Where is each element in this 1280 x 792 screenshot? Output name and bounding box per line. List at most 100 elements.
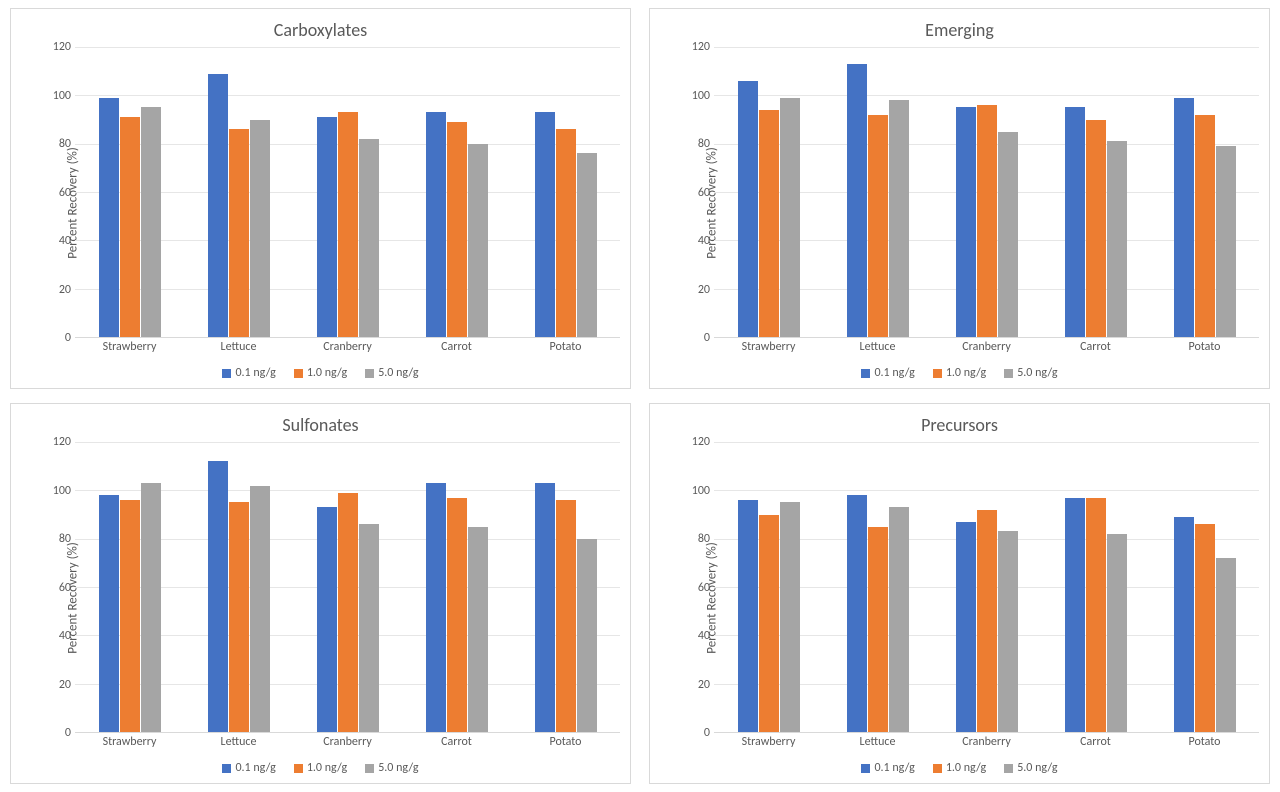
y-axis: Percent Recovery (%)120100806040200 [660, 442, 714, 753]
chart-area: Percent Recovery (%)120100806040200Straw… [660, 47, 1259, 358]
bar [317, 507, 337, 732]
x-tick-label: Carrot [1041, 733, 1150, 753]
y-ticks: 120100806040200 [41, 47, 71, 338]
bar-group [1041, 47, 1150, 337]
bar [1065, 498, 1085, 732]
legend-item: 5.0 ng/g [1004, 761, 1057, 775]
legend-label: 0.1 ng/g [874, 761, 914, 775]
chart-area: Percent Recovery (%)120100806040200Straw… [21, 47, 620, 358]
x-tick-label: Lettuce [823, 338, 932, 358]
bar [317, 117, 337, 337]
legend: 0.1 ng/g 1.0 ng/g 5.0 ng/g [660, 358, 1259, 380]
panel-title: Emerging [660, 15, 1259, 47]
bar [738, 500, 758, 732]
panel-emerging: EmergingPercent Recovery (%)120100806040… [649, 8, 1270, 389]
panel-title: Sulfonates [21, 410, 620, 442]
bar [556, 129, 576, 337]
bar [141, 107, 161, 337]
x-tick-label: Potato [511, 733, 620, 753]
y-axis: Percent Recovery (%)120100806040200 [21, 442, 75, 753]
y-ticks: 120100806040200 [680, 47, 710, 338]
legend-item: 1.0 ng/g [933, 761, 986, 775]
bar [468, 527, 488, 732]
bar [556, 500, 576, 732]
y-tick: 100 [692, 90, 710, 102]
bar-group [714, 47, 823, 337]
bar [577, 153, 597, 337]
legend-item: 0.1 ng/g [861, 366, 914, 380]
bar [426, 483, 446, 732]
legend-swatch [933, 369, 942, 378]
x-axis: StrawberryLettuceCranberryCarrotPotato [714, 733, 1259, 753]
bar-group [823, 442, 932, 732]
bar [577, 539, 597, 732]
y-axis: Percent Recovery (%)120100806040200 [660, 47, 714, 358]
legend-label: 1.0 ng/g [307, 366, 347, 380]
panel-carboxylates: CarboxylatesPercent Recovery (%)12010080… [10, 8, 631, 389]
bar-groups [714, 47, 1259, 337]
x-tick-label: Carrot [402, 733, 511, 753]
bar-group [1150, 47, 1259, 337]
bar [738, 81, 758, 337]
chart-area: Percent Recovery (%)120100806040200Straw… [21, 442, 620, 753]
bar-groups [75, 442, 620, 732]
bar [1107, 141, 1127, 337]
panel-title: Precursors [660, 410, 1259, 442]
bar-group [511, 442, 620, 732]
bar [338, 112, 358, 337]
y-tick: 60 [698, 187, 710, 199]
bar-group [184, 47, 293, 337]
y-tick: 40 [59, 235, 71, 247]
y-tick: 20 [59, 284, 71, 296]
y-tick: 20 [59, 679, 71, 691]
bar [889, 100, 909, 337]
bar [535, 483, 555, 732]
bar [447, 122, 467, 337]
plot-area [714, 47, 1259, 338]
y-ticks: 120100806040200 [41, 442, 71, 733]
y-axis: Percent Recovery (%)120100806040200 [21, 47, 75, 358]
y-tick: 60 [59, 582, 71, 594]
bar [208, 461, 228, 732]
bar [359, 139, 379, 337]
x-tick-label: Lettuce [184, 338, 293, 358]
x-tick-label: Carrot [1041, 338, 1150, 358]
bar-groups [75, 47, 620, 337]
bar [426, 112, 446, 337]
y-tick: 60 [698, 582, 710, 594]
y-tick: 80 [59, 138, 71, 150]
bar-group [511, 47, 620, 337]
legend: 0.1 ng/g1.0 ng/g5.0 ng/g [21, 358, 620, 380]
legend-label: 5.0 ng/g [1017, 366, 1057, 380]
x-tick-label: Lettuce [184, 733, 293, 753]
bar-group [932, 442, 1041, 732]
x-tick-label: Strawberry [714, 733, 823, 753]
bar [338, 493, 358, 732]
y-tick: 120 [53, 436, 71, 448]
bar [868, 115, 888, 337]
bar [229, 129, 249, 337]
legend-label: 5.0 ng/g [378, 366, 418, 380]
legend-item: 0.1 ng/g [222, 761, 275, 775]
bar [120, 500, 140, 732]
x-tick-label: Potato [511, 338, 620, 358]
legend-item: 5.0 ng/g [365, 366, 418, 380]
y-tick: 40 [59, 630, 71, 642]
x-tick-label: Cranberry [932, 338, 1041, 358]
bar [1107, 534, 1127, 732]
legend: 0.1 ng/g1.0 ng/g5.0 ng/g [21, 753, 620, 775]
bar [759, 515, 779, 733]
bar [1086, 498, 1106, 732]
legend-swatch [861, 764, 870, 773]
y-tick: 0 [704, 727, 710, 739]
bar [229, 502, 249, 732]
legend-label: 1.0 ng/g [946, 366, 986, 380]
bar [447, 498, 467, 732]
bar [889, 507, 909, 732]
y-ticks: 120100806040200 [680, 442, 710, 733]
y-tick: 40 [698, 630, 710, 642]
bar [847, 495, 867, 732]
legend-label: 1.0 ng/g [946, 761, 986, 775]
legend-swatch [222, 764, 231, 773]
legend-label: 5.0 ng/g [378, 761, 418, 775]
